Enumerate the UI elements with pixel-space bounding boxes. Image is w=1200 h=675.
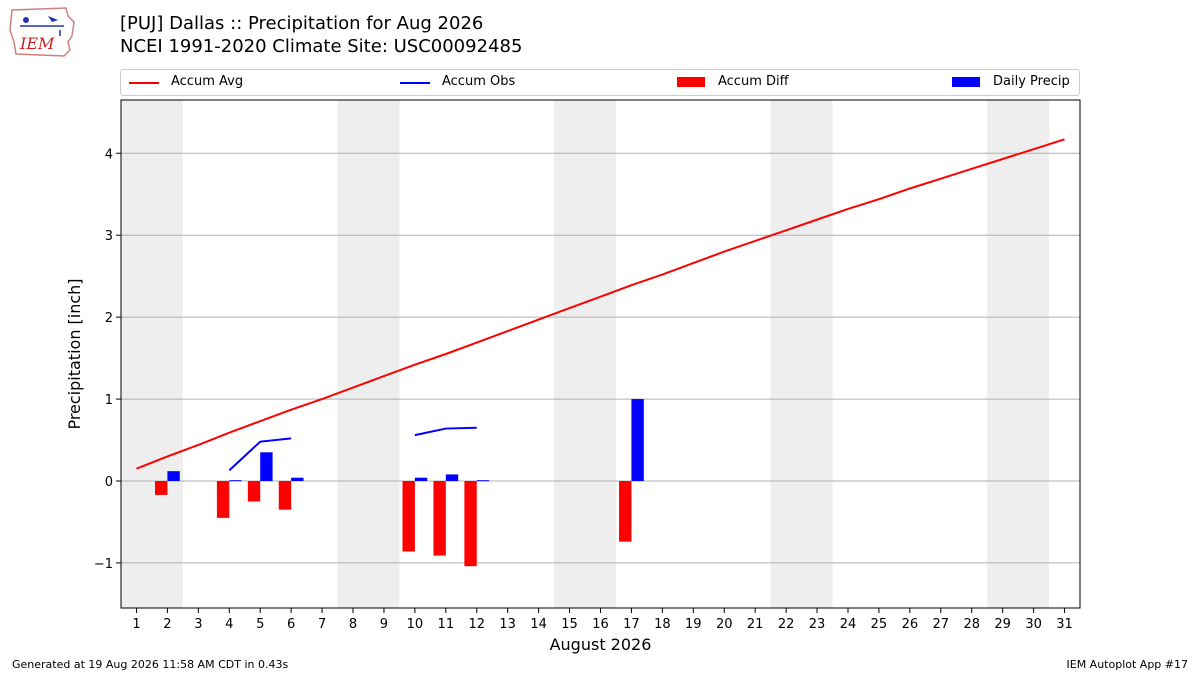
legend-swatch-accum-diff bbox=[677, 77, 705, 87]
weekend-band-1 bbox=[121, 100, 183, 608]
logo-text: IEM bbox=[19, 34, 55, 53]
chart-title: [PUJ] Dallas :: Precipitation for Aug 20… bbox=[120, 13, 484, 34]
xtick-label-12: 12 bbox=[468, 617, 485, 632]
xtick-label-30: 30 bbox=[1025, 617, 1042, 632]
xtick-label-5: 5 bbox=[256, 617, 264, 632]
weekend-band-8 bbox=[337, 100, 400, 608]
xtick-label-2: 2 bbox=[163, 617, 171, 632]
accum-diff-bar-day-11 bbox=[433, 481, 446, 556]
y-gridlines bbox=[121, 152, 1080, 564]
xtick-label-27: 27 bbox=[933, 617, 950, 632]
legend-swatch-daily-precip bbox=[952, 77, 980, 87]
weekend-band-15 bbox=[554, 100, 616, 608]
xtick-label-13: 13 bbox=[499, 617, 516, 632]
legend-swatch-accum-obs bbox=[400, 82, 430, 84]
accum-diff-bar-day-12 bbox=[464, 481, 477, 567]
weekend-band-22 bbox=[770, 100, 833, 608]
accum-diff-bar-day-17 bbox=[619, 481, 632, 542]
daily-precip-bar-day-6 bbox=[291, 477, 304, 481]
y-axis-label: Precipitation [inch] bbox=[65, 278, 84, 429]
xtick-label-26: 26 bbox=[902, 617, 919, 632]
iem-logo: IEM bbox=[8, 6, 78, 58]
xtick-label-24: 24 bbox=[840, 617, 857, 632]
xtick-label-10: 10 bbox=[407, 617, 424, 632]
line-marks bbox=[136, 138, 1065, 472]
footer-generated-text: Generated at 19 Aug 2026 11:58 AM CDT in… bbox=[12, 658, 289, 671]
daily-precip-bar-day-10 bbox=[414, 477, 428, 481]
daily-precip-bar-day-12 bbox=[476, 480, 490, 482]
xtick-label-9: 9 bbox=[380, 617, 388, 632]
ytick-label-3: 3 bbox=[105, 229, 113, 244]
xtick-label-6: 6 bbox=[287, 617, 295, 632]
xtick-label-18: 18 bbox=[654, 617, 671, 632]
x-axis-label: August 2026 bbox=[550, 635, 652, 654]
accum-obs-line-segment-1 bbox=[228, 437, 292, 472]
daily-precip-bar-day-2 bbox=[167, 471, 180, 481]
accum-diff-bar-day-4 bbox=[216, 481, 230, 518]
legend-label-accum-diff: Accum Diff bbox=[718, 74, 789, 89]
chart-subtitle: NCEI 1991-2020 Climate Site: USC00092485 bbox=[120, 36, 523, 57]
ytick-label-1: 1 bbox=[105, 393, 113, 408]
x-axis-ticks: 1 2 3 4 5 6 7 8 9 10 11 12 13 14 15 16 17 18 19 20 21 22 23 24 2… bbox=[132, 608, 1073, 632]
accum-diff-bar-day-2 bbox=[155, 481, 168, 495]
xtick-label-19: 19 bbox=[685, 617, 702, 632]
weekend-shading bbox=[121, 100, 1050, 608]
xtick-label-15: 15 bbox=[561, 617, 578, 632]
daily-precip-bar-day-4 bbox=[229, 480, 242, 482]
legend-label-daily-precip: Daily Precip bbox=[993, 74, 1070, 89]
accum-diff-bar-day-5 bbox=[247, 481, 261, 502]
accum-obs-line-segment-2 bbox=[414, 426, 477, 437]
weekend-band-29 bbox=[987, 100, 1050, 608]
xtick-label-31: 31 bbox=[1056, 617, 1073, 632]
xtick-label-7: 7 bbox=[318, 617, 326, 632]
footer-app-text: IEM Autoplot App #17 bbox=[1066, 658, 1189, 671]
daily-precip-bar-day-17 bbox=[631, 399, 644, 481]
bar-marks bbox=[155, 399, 644, 567]
xtick-label-23: 23 bbox=[809, 617, 826, 632]
chart-legend: Accum Avg Accum Obs Accum Diff Daily Pre… bbox=[120, 69, 1080, 96]
accum-diff-bar-day-6 bbox=[278, 481, 292, 510]
xtick-label-11: 11 bbox=[438, 617, 455, 632]
xtick-label-14: 14 bbox=[530, 617, 547, 632]
xtick-label-4: 4 bbox=[225, 617, 233, 632]
iem-logo-graphic: IEM bbox=[9, 7, 75, 57]
xtick-label-1: 1 bbox=[132, 617, 140, 632]
ytick-label--1: −1 bbox=[94, 557, 113, 572]
xtick-label-8: 8 bbox=[349, 617, 357, 632]
accum-diff-bar-day-10 bbox=[402, 481, 415, 552]
xtick-label-29: 29 bbox=[994, 617, 1011, 632]
xtick-label-20: 20 bbox=[716, 617, 733, 632]
ytick-label-4: 4 bbox=[105, 147, 113, 162]
ytick-label-0: 0 bbox=[105, 475, 113, 490]
xtick-label-25: 25 bbox=[871, 617, 888, 632]
xtick-label-22: 22 bbox=[778, 617, 795, 632]
legend-label-accum-avg: Accum Avg bbox=[171, 74, 244, 89]
xtick-label-3: 3 bbox=[194, 617, 202, 632]
legend-swatch-accum-avg bbox=[129, 82, 159, 84]
daily-precip-bar-day-5 bbox=[260, 452, 273, 481]
y-axis-ticks: −1 0 1 2 3 4 bbox=[94, 147, 121, 572]
accum-avg-line bbox=[136, 138, 1065, 470]
xtick-label-21: 21 bbox=[747, 617, 764, 632]
xtick-label-17: 17 bbox=[623, 617, 640, 632]
daily-precip-bar-day-11 bbox=[445, 474, 459, 481]
ytick-label-2: 2 bbox=[105, 311, 113, 326]
legend-label-accum-obs: Accum Obs bbox=[442, 74, 516, 89]
xtick-label-28: 28 bbox=[963, 617, 980, 632]
xtick-label-16: 16 bbox=[592, 617, 609, 632]
